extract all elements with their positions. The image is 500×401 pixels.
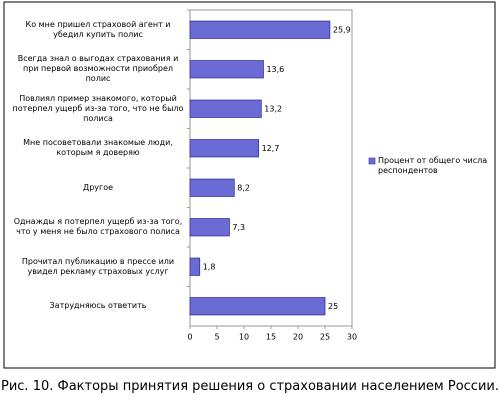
x-tick-label: 25 (320, 333, 330, 342)
x-tick-label: 20 (293, 333, 303, 342)
data-label: 13,2 (264, 104, 282, 113)
data-label: 7,3 (232, 223, 245, 232)
x-tick-label: 5 (214, 333, 219, 342)
data-label: 13,6 (266, 65, 284, 74)
bar (189, 60, 264, 79)
y-tick-label: Мне посоветовали знакомые люди, которым … (23, 138, 173, 158)
bar (189, 178, 235, 197)
plot-frame (189, 9, 353, 327)
x-tick-label: 30 (347, 333, 357, 342)
bar (189, 139, 259, 158)
y-tick-label: Ко мне пришел страховой агент и убедил к… (25, 19, 171, 39)
y-tick-label: Затрудняюсь ответить (49, 301, 147, 311)
bar (189, 297, 326, 316)
chart-frame (3, 1, 496, 369)
data-label: 1,8 (203, 262, 216, 271)
bar (189, 218, 230, 237)
bar (189, 99, 262, 118)
data-label: 25 (328, 302, 338, 311)
y-tick-label: Другое (82, 182, 114, 192)
data-label: 25,9 (333, 25, 351, 34)
x-tick-label: 10 (239, 333, 249, 342)
caption: Рис. 10. Факторы принятия решения о стра… (1, 379, 499, 394)
x-tick-label: 0 (187, 333, 192, 342)
legend-swatch (368, 157, 376, 165)
y-tick-label: Однажды я потерпел ущерб из-за того, что… (13, 217, 183, 237)
y-tick-label: Прочитал публикацию в прессе или увидел … (21, 256, 175, 276)
legend-text: Процент от общего числа респондентов (378, 156, 488, 175)
x-tick-label: 15 (266, 333, 276, 342)
y-tick-label: Повлиял пример знакомого, который потерп… (12, 93, 184, 123)
data-label: 12,7 (262, 144, 280, 153)
bar (189, 257, 201, 276)
data-label: 8,2 (237, 183, 250, 192)
bar (189, 20, 331, 39)
y-tick-label: Всегда знал о выгодах страхования и при … (17, 54, 179, 84)
